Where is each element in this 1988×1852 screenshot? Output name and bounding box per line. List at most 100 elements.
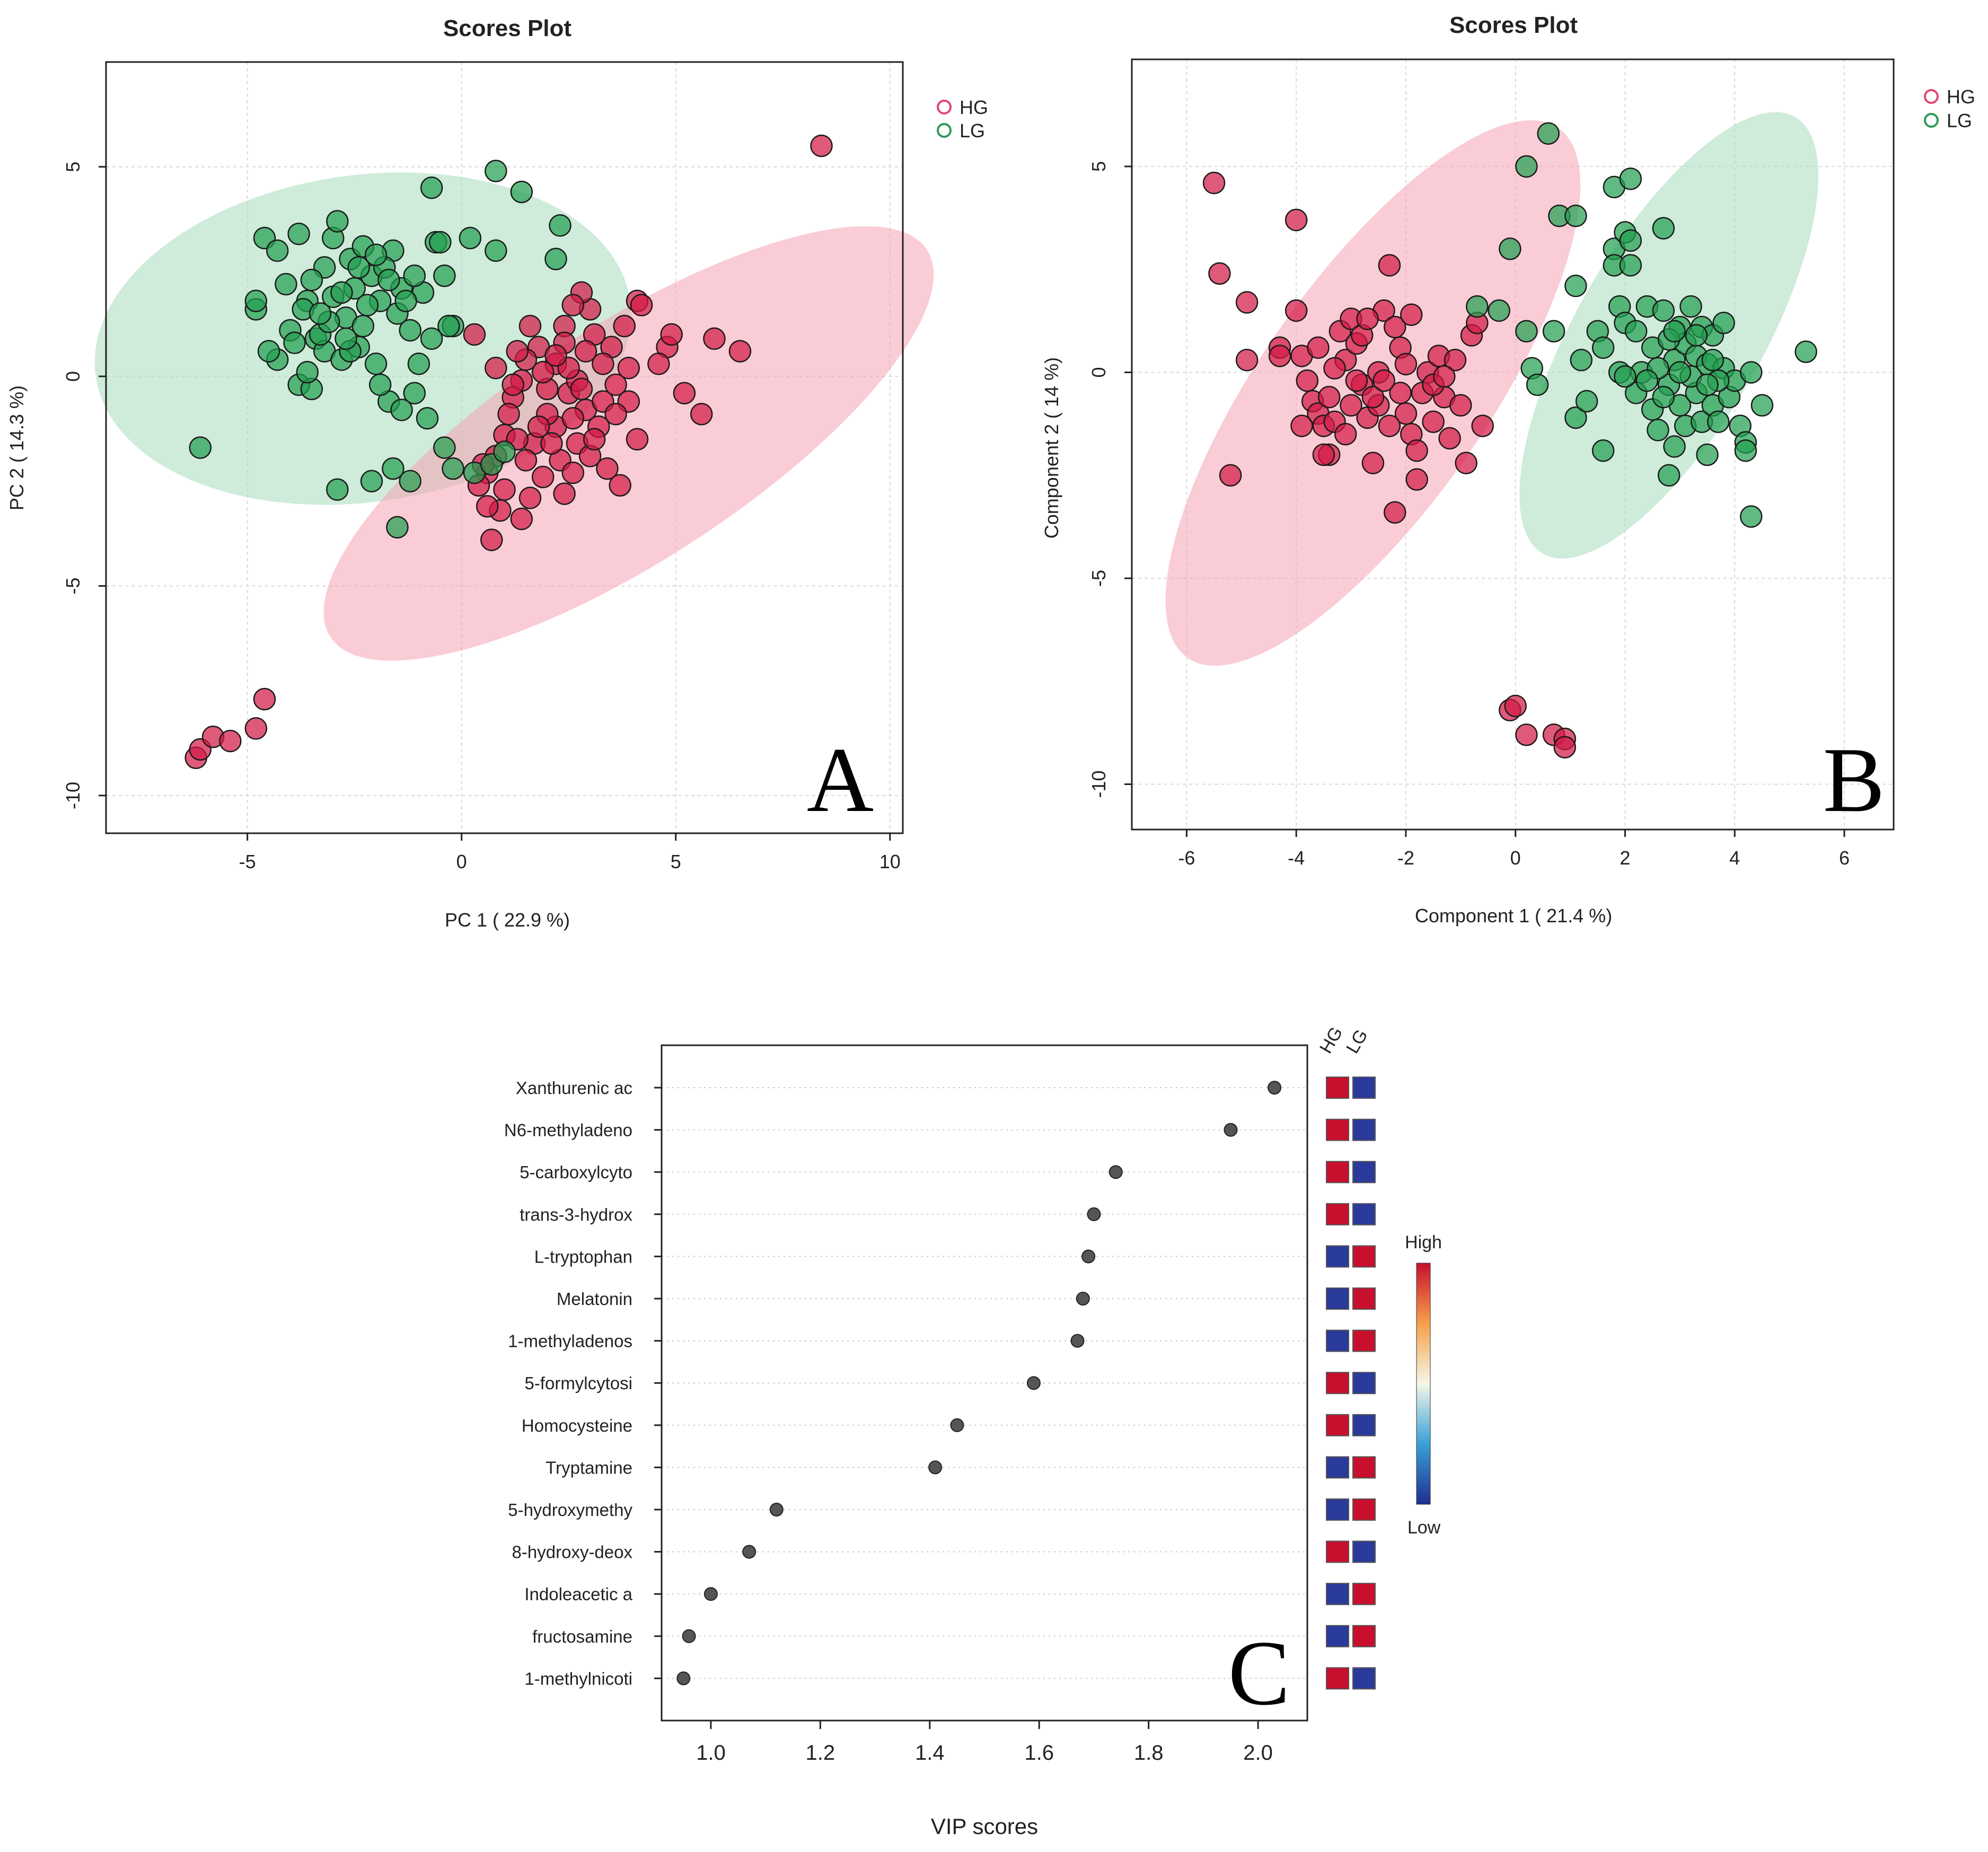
heat-cell-hg [1326,1498,1349,1521]
point-hg [690,402,713,426]
point-hg [1317,385,1341,409]
point-hg [527,415,550,438]
legend-label-lg: LG [960,120,985,142]
chart-title: Scores Plot [1449,12,1578,38]
point-hg [1383,315,1406,339]
feature-label: Xanthurenic ac [516,1078,632,1098]
point-lg [1668,361,1692,384]
point-hg [1422,410,1445,434]
point-lg [549,214,571,237]
feature-label: 5-carboxylcyto [520,1162,632,1182]
point-hg [518,314,542,338]
y-tick-label: 0 [62,371,84,382]
point-hg [1378,415,1401,437]
heat-cell-hg [1326,1625,1349,1647]
point-lg [351,314,375,338]
feature-label: L-tryptophan [534,1247,632,1266]
x-tick-label: 1.6 [1024,1741,1054,1765]
point-lg [386,516,409,539]
point-hg [561,461,585,484]
point-hg [1373,369,1395,392]
point-hg [1394,402,1418,425]
x-tick-label: 10 [879,851,901,872]
point-lg [1663,320,1686,343]
color-key-low-label: Low [1408,1518,1441,1538]
point-hg [1361,385,1385,409]
vip-point [1087,1207,1101,1221]
point-lg [1526,373,1549,396]
feature-label: 1-methylnicoti [524,1669,632,1688]
point-lg [1499,237,1521,260]
point-lg [1488,299,1510,322]
x-tick-label: 2 [1620,847,1630,869]
point-hg [673,382,696,404]
point-hg [518,487,542,509]
point-lg [377,268,400,292]
x-tick-label: 0 [456,851,467,872]
point-lg [394,289,417,312]
point-lg [364,243,388,266]
point-lg [1696,443,1719,466]
point-lg [416,407,439,430]
point-lg [356,294,379,316]
point-lg [510,180,533,204]
heat-cell-lg [1352,1372,1376,1395]
vip-point [682,1629,696,1643]
point-lg [1663,435,1686,458]
x-tick-label: 1.0 [696,1741,726,1765]
point-hg [1405,439,1428,462]
x-axis-label: PC 1 ( 22.9 %) [445,909,570,931]
point-lg [257,340,280,363]
legend: HG LG [937,96,988,142]
y-tick-label: 5 [1088,161,1110,172]
point-lg [1696,373,1719,396]
point-lg [1652,299,1675,322]
heat-cell-lg [1352,1287,1376,1310]
point-hg [810,134,833,157]
point-hg [592,352,614,375]
point-lg [1706,410,1730,434]
x-tick-label: -5 [239,851,256,872]
x-axis-label: VIP scores [931,1814,1038,1839]
feature-label: Indoleacetic a [524,1584,632,1604]
point-hg [1268,345,1291,367]
confidence-ellipses [1165,112,1819,666]
point-hg [244,717,268,740]
point-lg [399,319,421,342]
point-lg [347,256,371,279]
point-lg [420,176,443,199]
point-hg [728,340,752,363]
heat-cell-lg [1352,1414,1376,1436]
point-hg [1405,468,1428,491]
point-lg [330,281,353,304]
x-tick-label: -2 [1397,847,1414,869]
point-hg [660,323,683,346]
point-lg [1795,340,1817,363]
point-hg [253,687,276,711]
point-hg [617,357,640,380]
point-lg [1515,320,1538,343]
point-hg [626,428,649,451]
point-lg [407,352,430,375]
point-lg [1739,361,1763,384]
point-hg [1378,254,1401,277]
point-hg [1285,299,1308,322]
point-hg [703,327,726,350]
legend-marker-hg [937,100,952,114]
point-hg [561,407,585,430]
point-lg [1701,348,1725,372]
vip-point [1076,1292,1090,1306]
x-tick-label: 2.0 [1243,1741,1273,1765]
point-hg [1553,736,1576,759]
point-lg [1619,229,1642,252]
point-lg [1537,122,1560,145]
point-hg [647,352,670,375]
point-lg [1591,336,1615,359]
legend-label-hg: HG [960,96,988,118]
point-lg [485,160,507,182]
x-tick-label: -6 [1178,847,1195,869]
feature-label: Melatonin [557,1289,632,1309]
point-hg [1394,352,1418,376]
y-tick-label: -10 [1088,771,1110,798]
point-hg [1356,307,1379,330]
